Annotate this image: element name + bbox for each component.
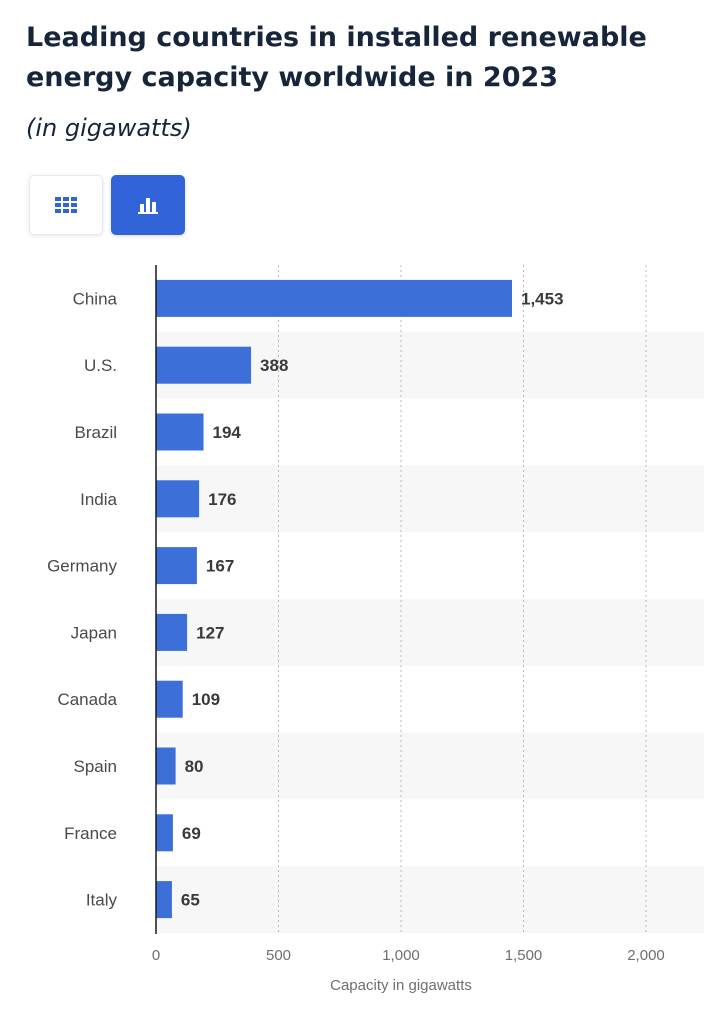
- x-tick-label: 1,500: [505, 947, 543, 964]
- value-label: 176: [208, 490, 236, 509]
- x-tick-label: 2,000: [627, 947, 665, 964]
- category-label: France: [64, 824, 117, 843]
- chart-subtitle: (in gigawatts): [26, 114, 192, 142]
- value-label: 388: [260, 356, 288, 375]
- bar[interactable]: [156, 279, 512, 317]
- bar[interactable]: [156, 480, 200, 518]
- row-band: [156, 866, 704, 933]
- table-view-button[interactable]: [29, 175, 103, 235]
- x-tick-label: 500: [266, 947, 291, 964]
- bar[interactable]: [156, 680, 183, 718]
- category-label: Japan: [71, 623, 117, 642]
- grid-lines: [278, 265, 647, 933]
- row-band: [156, 599, 704, 666]
- table-grid-icon: [55, 197, 77, 213]
- category-label: India: [80, 490, 117, 509]
- row-band: [156, 732, 704, 800]
- x-tick-label: 1,000: [382, 947, 420, 964]
- value-label: 109: [192, 690, 220, 709]
- row-bands: [156, 331, 704, 933]
- bar-chart-icon: [138, 198, 158, 214]
- value-label: 167: [206, 557, 234, 576]
- bar[interactable]: [156, 747, 176, 785]
- bar[interactable]: [156, 547, 197, 585]
- value-label: 1,453: [521, 289, 564, 308]
- category-labels: China U.S. Brazil India Germany Japan Canada Sp…: [47, 289, 117, 909]
- value-label: 194: [213, 423, 242, 442]
- category-label: Germany: [47, 557, 117, 576]
- category-label: Spain: [74, 757, 117, 776]
- x-tick-labels: 0 500 1,000 1,500 2,000: [152, 947, 665, 964]
- category-label: Italy: [86, 891, 118, 910]
- chart-view-button[interactable]: [111, 175, 185, 235]
- bar[interactable]: [156, 814, 173, 852]
- bar[interactable]: [156, 413, 204, 451]
- row-band: [156, 465, 704, 533]
- x-axis-label: Capacity in gigawatts: [330, 977, 472, 994]
- category-label: Canada: [57, 690, 117, 709]
- category-label: U.S.: [84, 356, 117, 375]
- category-label: China: [73, 289, 118, 308]
- value-label: 65: [181, 891, 200, 910]
- value-labels: 1,453 388 194 176 167 127 109 80 69 65: [181, 289, 564, 909]
- value-label: 69: [182, 824, 201, 843]
- chart-title: Leading countries in installed renewable…: [26, 22, 647, 93]
- category-label: Brazil: [74, 423, 117, 442]
- x-tick-label: 0: [152, 947, 160, 964]
- bar[interactable]: [156, 346, 252, 384]
- bar[interactable]: [156, 613, 188, 651]
- value-label: 80: [185, 757, 204, 776]
- value-label: 127: [196, 623, 224, 642]
- bar[interactable]: [156, 881, 172, 919]
- bars: [156, 279, 512, 919]
